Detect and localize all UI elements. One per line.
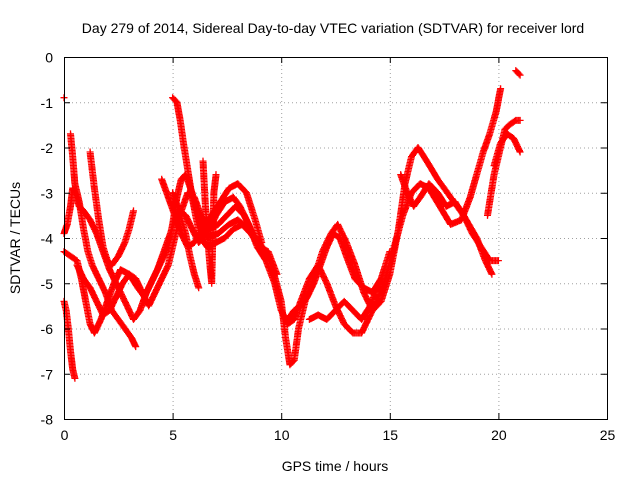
y-tick-label: -7: [41, 366, 54, 382]
y-tick-label: 0: [45, 50, 53, 66]
y-tick-label: -4: [41, 231, 54, 247]
data-marker: [67, 130, 140, 351]
series-arc-4: [67, 130, 140, 351]
series-arc-10: [169, 189, 203, 292]
data-marker: [305, 279, 383, 323]
x-tick-label: 25: [600, 427, 616, 443]
data-points: [60, 67, 524, 382]
data-marker: [284, 230, 394, 323]
data-marker: [60, 297, 79, 382]
data-marker: [73, 189, 257, 319]
data-marker: [199, 157, 220, 287]
y-tick-label: -5: [41, 276, 54, 292]
series-arc-6: [73, 189, 257, 319]
data-marker: [490, 130, 524, 170]
series-arc-12: [305, 279, 383, 323]
x-tick-labels: 0 5 10 15 20 25: [61, 427, 616, 443]
series-arc-2: [60, 144, 496, 369]
series-arc-15: [490, 130, 524, 170]
series-arc-13: [397, 171, 502, 265]
data-marker: [512, 67, 524, 79]
y-tick-label: -8: [41, 412, 54, 428]
data-marker: [169, 94, 281, 278]
y-tick-labels: 0 -1 -2 -3 -4 -5 -6 -7 -8: [41, 50, 54, 428]
series-arc-1: [60, 297, 79, 382]
data-marker: [397, 171, 502, 265]
chart-title: Day 279 of 2014, Sidereal Day-to-day VTE…: [82, 20, 584, 36]
series-arc-5: [86, 148, 137, 269]
y-tick-label: -6: [41, 321, 54, 337]
x-tick-label: 0: [61, 427, 69, 443]
y-tick-label: -2: [41, 140, 54, 156]
y-axis-label: SDTVAR / TECUs: [7, 182, 23, 294]
x-tick-label: 10: [274, 427, 290, 443]
series-arc-8: [169, 94, 281, 278]
axis-ticks: [64, 57, 608, 420]
x-tick-label: 15: [383, 427, 399, 443]
y-tick-label: -1: [41, 95, 54, 111]
data-marker: [86, 148, 137, 269]
series-arc-9: [199, 157, 220, 287]
data-marker: [60, 144, 496, 369]
x-tick-label: 5: [169, 427, 177, 443]
x-axis-label: GPS time / hours: [282, 458, 389, 474]
y-tick-label: -3: [41, 185, 54, 201]
series-arc-16: [512, 67, 524, 79]
x-tick-label: 20: [491, 427, 507, 443]
series-arc-11: [284, 230, 394, 323]
data-marker: [169, 189, 203, 292]
